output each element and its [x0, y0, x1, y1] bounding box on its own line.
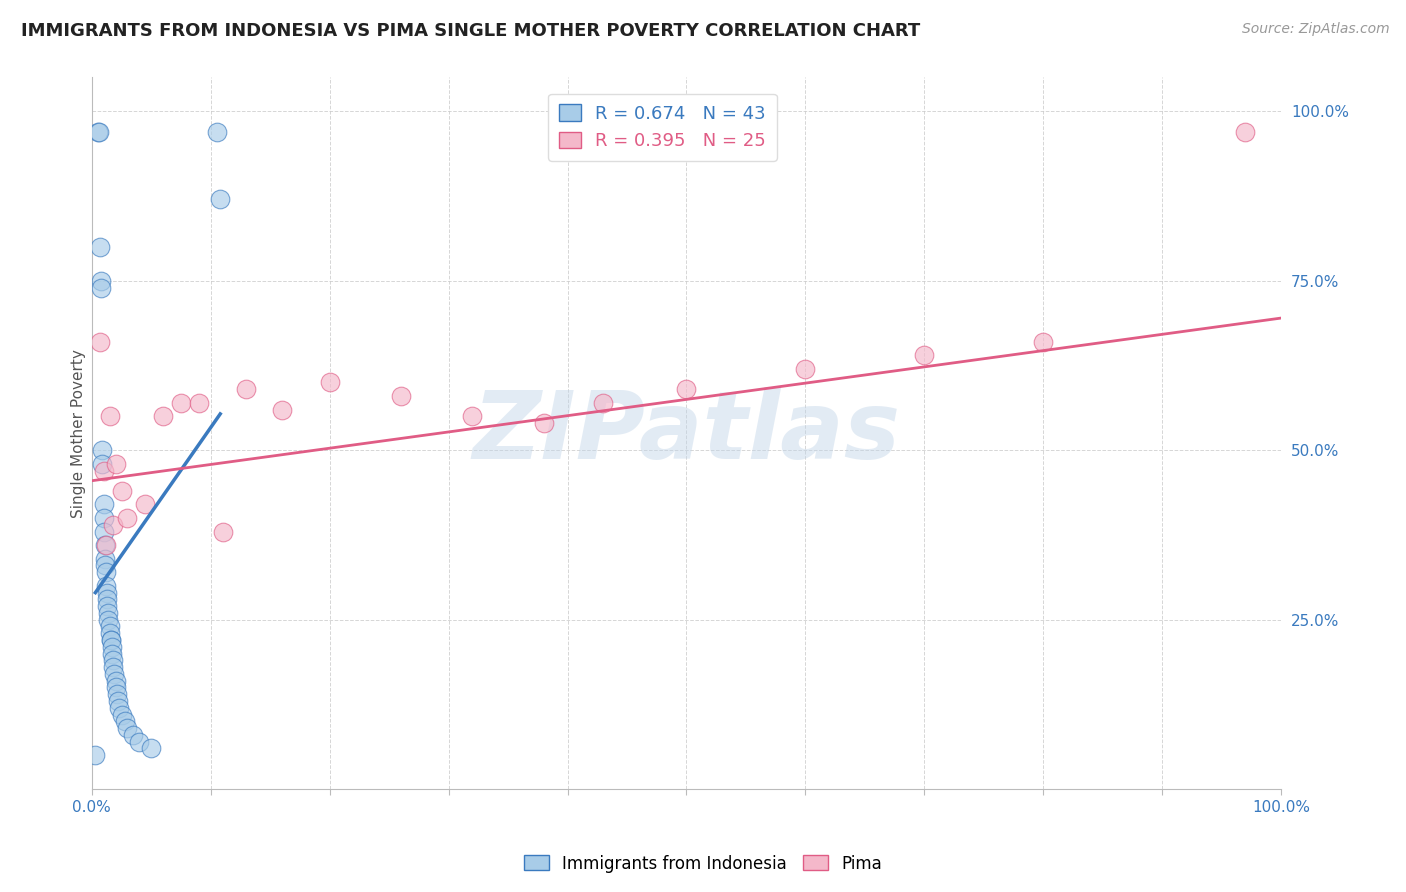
- Point: [94, 558, 117, 573]
- Point: [104, 673, 127, 688]
- Point: [105, 687, 128, 701]
- Point: [114, 714, 136, 729]
- Point: [912, 348, 935, 362]
- Point: [97, 613, 120, 627]
- Point: [209, 193, 232, 207]
- Point: [104, 681, 127, 695]
- Point: [1032, 334, 1054, 349]
- Point: [235, 382, 257, 396]
- Point: [107, 694, 129, 708]
- Point: [93, 511, 115, 525]
- Point: [461, 409, 484, 424]
- Point: [93, 464, 115, 478]
- Point: [100, 633, 122, 648]
- Point: [211, 524, 233, 539]
- Point: [103, 653, 125, 667]
- Point: [389, 389, 412, 403]
- Point: [94, 538, 117, 552]
- Point: [101, 647, 124, 661]
- Point: [110, 707, 132, 722]
- Point: [187, 396, 209, 410]
- Point: [103, 667, 125, 681]
- Text: Source: ZipAtlas.com: Source: ZipAtlas.com: [1241, 22, 1389, 37]
- Text: ZIPatlas: ZIPatlas: [472, 387, 900, 479]
- Point: [87, 125, 110, 139]
- Point: [97, 606, 120, 620]
- Point: [110, 483, 132, 498]
- Point: [87, 125, 110, 139]
- Point: [104, 457, 127, 471]
- Point: [134, 498, 156, 512]
- Point: [94, 551, 117, 566]
- Point: [89, 240, 111, 254]
- Point: [152, 409, 174, 424]
- Point: [90, 274, 112, 288]
- Point: [794, 362, 817, 376]
- Point: [592, 396, 614, 410]
- Y-axis label: Single Mother Poverty: Single Mother Poverty: [72, 349, 86, 517]
- Point: [91, 457, 114, 471]
- Point: [90, 280, 112, 294]
- Point: [94, 538, 117, 552]
- Point: [91, 443, 114, 458]
- Point: [122, 728, 145, 742]
- Point: [271, 402, 294, 417]
- Legend: Immigrants from Indonesia, Pima: Immigrants from Indonesia, Pima: [517, 848, 889, 880]
- Point: [103, 660, 125, 674]
- Point: [98, 619, 121, 633]
- Point: [141, 741, 163, 756]
- Legend: R = 0.674   N = 43, R = 0.395   N = 25: R = 0.674 N = 43, R = 0.395 N = 25: [548, 94, 778, 161]
- Point: [117, 721, 139, 735]
- Point: [84, 748, 107, 763]
- Point: [1234, 125, 1257, 139]
- Point: [96, 585, 118, 599]
- Point: [205, 125, 228, 139]
- Point: [98, 626, 121, 640]
- Point: [103, 517, 125, 532]
- Point: [98, 409, 121, 424]
- Point: [101, 640, 124, 654]
- Point: [128, 734, 150, 748]
- Point: [100, 633, 122, 648]
- Point: [96, 592, 118, 607]
- Point: [94, 566, 117, 580]
- Point: [170, 396, 193, 410]
- Point: [93, 498, 115, 512]
- Point: [94, 579, 117, 593]
- Text: IMMIGRANTS FROM INDONESIA VS PIMA SINGLE MOTHER POVERTY CORRELATION CHART: IMMIGRANTS FROM INDONESIA VS PIMA SINGLE…: [21, 22, 921, 40]
- Point: [89, 334, 111, 349]
- Point: [93, 524, 115, 539]
- Point: [117, 511, 139, 525]
- Point: [318, 376, 340, 390]
- Point: [108, 701, 131, 715]
- Point: [533, 416, 555, 430]
- Point: [675, 382, 697, 396]
- Point: [96, 599, 118, 614]
